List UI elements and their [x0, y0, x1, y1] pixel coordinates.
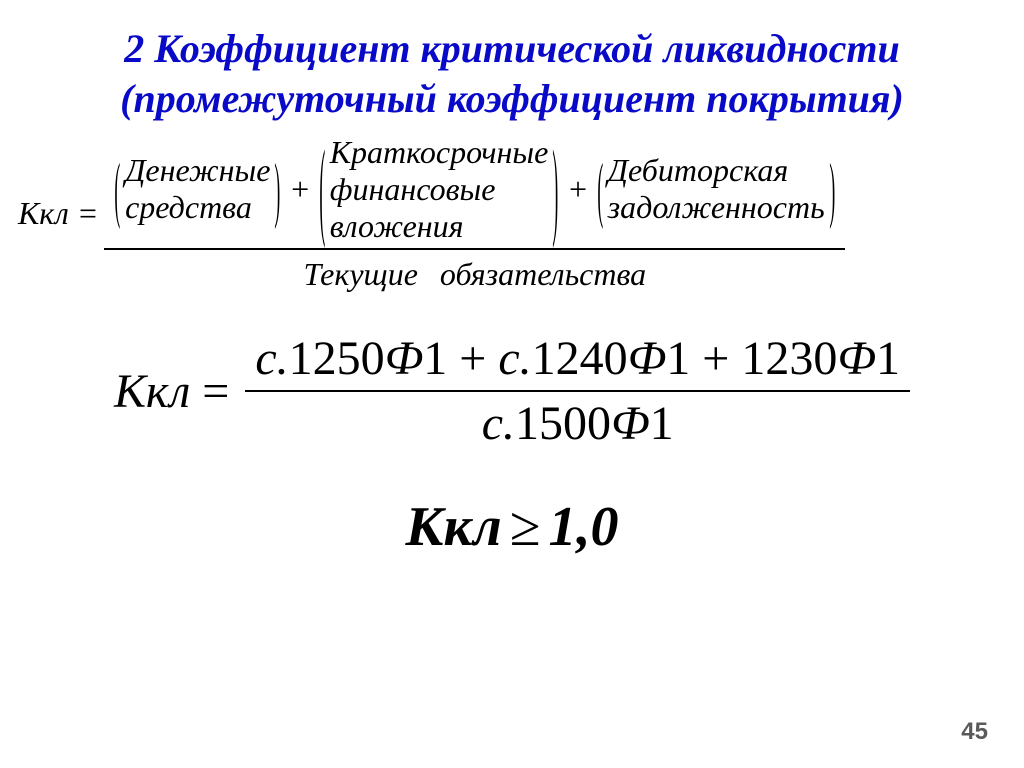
right-paren: ) — [553, 143, 559, 235]
left-paren: ( — [115, 158, 121, 221]
term-line: задолженность — [608, 189, 825, 226]
term-line: Денежные — [125, 152, 270, 189]
title-line-1: 2 Коэффициент критической ликвидности — [18, 24, 1006, 74]
right-paren: ) — [829, 158, 835, 221]
formula-words: Ккл = ( Денежные средства ) + ( Крат — [18, 134, 1006, 293]
term-line: вложения — [330, 208, 549, 245]
formula2-fraction: с.1250Ф1 + с.1240Ф1 + 1230Ф1 с.1500Ф1 — [245, 331, 910, 451]
left-paren: ( — [597, 158, 603, 221]
plus-sign: + — [567, 171, 589, 208]
fraction-bar — [104, 248, 845, 250]
equals-sign: = — [202, 365, 229, 418]
formula1-numerator: ( Денежные средства ) + ( Краткосрочные … — [104, 134, 845, 246]
term-cash: ( Денежные средства ) — [112, 152, 283, 226]
term-line: финансовые — [330, 171, 549, 208]
term-receivables: ( Дебиторская задолженность ) — [595, 152, 837, 226]
formula2-numerator: с.1250Ф1 + с.1240Ф1 + 1230Ф1 — [245, 331, 910, 386]
formula2-denominator: с.1500Ф1 — [472, 396, 684, 451]
slide-title: 2 Коэффициент критической ликвидности (п… — [18, 24, 1006, 124]
plus-sign: + — [289, 171, 311, 208]
formula1-fraction: ( Денежные средства ) + ( Краткосрочные … — [104, 134, 845, 293]
formula1-lhs: Ккл = — [18, 195, 98, 232]
term-line: Краткосрочные — [330, 134, 549, 171]
page-number: 45 — [961, 718, 988, 746]
formula-inequality: Ккл≥1,0 — [18, 495, 1006, 559]
term-short-investments: ( Краткосрочные финансовые вложения ) — [317, 134, 561, 244]
formula2-lhs: Ккл = — [114, 364, 229, 419]
ge-sign: ≥ — [502, 496, 549, 558]
formula1-denominator: Текущие обязательства — [304, 252, 647, 293]
term-line: Дебиторская — [608, 152, 825, 189]
ineq-lhs: Ккл — [406, 496, 502, 558]
left-paren: ( — [320, 143, 326, 235]
formula2-var: Ккл — [114, 365, 190, 418]
title-line-2: (промежуточный коэффициент покрытия) — [18, 74, 1006, 124]
right-paren: ) — [275, 158, 281, 221]
fraction-bar — [245, 390, 910, 392]
ineq-rhs: 1,0 — [548, 496, 618, 558]
formula-codes: Ккл = с.1250Ф1 + с.1240Ф1 + 1230Ф1 с.150… — [18, 331, 1006, 451]
term-line: средства — [125, 189, 270, 226]
